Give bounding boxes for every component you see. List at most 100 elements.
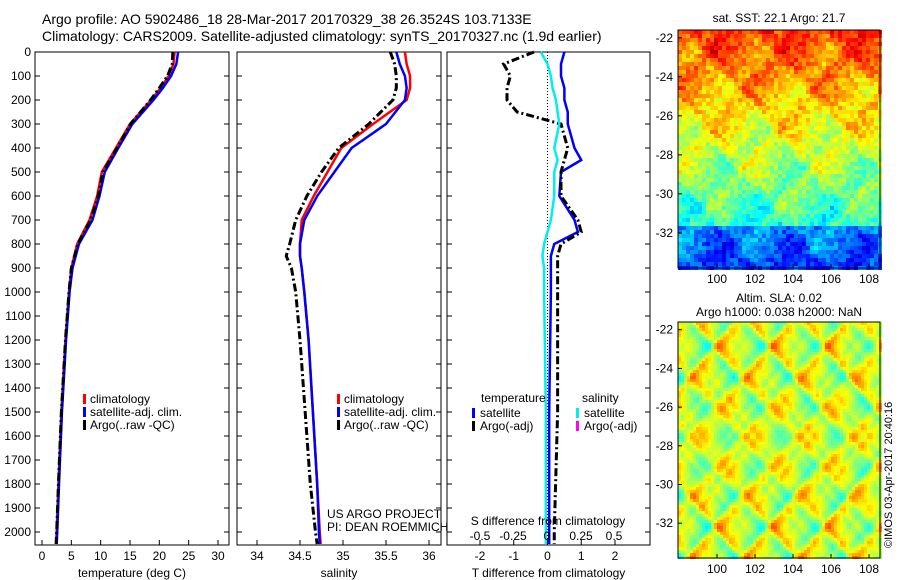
legend-label: Argo(-adj) <box>480 419 533 433</box>
x2-tick-label: 0 <box>544 529 551 543</box>
y-tick-label: 1500 <box>4 405 31 419</box>
title-line-1: Argo profile: AO 5902486_18 28-Mar-2017 … <box>42 11 532 27</box>
x-tick-label: 0 <box>544 549 551 563</box>
legend-swatch <box>337 420 340 430</box>
y-tick-label: 700 <box>11 213 31 227</box>
x-axis-label: temperature (deg C) <box>78 566 186 580</box>
map-cells-sla-map <box>678 322 882 559</box>
y-tick-label: 0 <box>24 45 31 59</box>
x-tick-label: 34 <box>250 549 264 563</box>
legend-header: temperature <box>481 391 546 405</box>
x-tick-label: 15 <box>123 549 137 563</box>
x-tick-label: 2 <box>612 549 619 563</box>
map-x-tick-label: 102 <box>745 562 765 576</box>
map-x-tick-label: 104 <box>783 562 803 576</box>
y-tick-label: 600 <box>11 189 31 203</box>
map-x-tick-label: 100 <box>707 562 727 576</box>
x-tick-label: 30 <box>211 549 225 563</box>
y-tick-label: 2000 <box>4 525 31 539</box>
legend-label: satellite <box>584 406 625 420</box>
x-tick-label: 34.5 <box>288 549 312 563</box>
y-tick-label: 1600 <box>4 429 31 443</box>
map-y-tick-label: -26 <box>656 109 674 123</box>
map-y-tick-label: -32 <box>656 516 674 530</box>
y-tick-label: 1400 <box>4 381 31 395</box>
x-tick-label: 25 <box>182 549 196 563</box>
y-tick-label: 1100 <box>5 309 31 323</box>
x-tick-label: 5 <box>68 549 75 563</box>
map-x-tick-label: 108 <box>859 562 879 576</box>
y-tick-label: 1800 <box>4 477 31 491</box>
x2-tick-label: -0.25 <box>499 529 527 543</box>
map-y-tick-label: -24 <box>656 70 674 84</box>
legend-label: satellite-adj. clim. <box>344 405 436 419</box>
series-line-argo-raw-qc- <box>284 51 398 545</box>
x2-axis-label: S difference from climatology <box>471 514 626 528</box>
series-line-argo-raw-qc- <box>54 51 175 545</box>
map-y-tick-label: -22 <box>656 323 674 337</box>
series-line-satellite-adj-clim- <box>55 51 180 545</box>
legend-label: satellite <box>480 406 521 420</box>
y-tick-label: 900 <box>11 261 31 275</box>
legend-swatch <box>83 420 86 430</box>
y-tick-label: 1900 <box>4 501 31 515</box>
y-tick-label: 1300 <box>4 357 31 371</box>
y-tick-label: 100 <box>11 69 31 83</box>
x-tick-label: 35 <box>336 549 350 563</box>
map-x-tick-label: 106 <box>821 562 841 576</box>
legend-swatch <box>337 394 340 404</box>
map-frame-sla-map <box>677 321 881 559</box>
series-line-t-satellite <box>547 51 583 544</box>
map-y-tick-label: -24 <box>656 361 674 375</box>
map-x-tick-label: 104 <box>783 272 803 286</box>
y-tick-label: 1700 <box>4 453 31 467</box>
map-x-tick-label: 106 <box>821 272 841 286</box>
series-line-t-argo-adj- <box>501 50 584 544</box>
legend-label: climatology <box>344 392 404 406</box>
y-tick-label: 400 <box>11 141 31 155</box>
x2-tick-label: -0.5 <box>470 529 491 543</box>
legend-label: Argo(..raw -QC) <box>90 418 175 432</box>
x-tick-label: -1 <box>508 549 519 563</box>
x2-tick-label: 0.25 <box>569 529 593 543</box>
x-axis-label: T difference from climatology <box>472 566 626 580</box>
map-title-sla-2: Argo h1000: 0.038 h2000: NaN <box>696 305 862 319</box>
legend-swatch <box>576 421 579 431</box>
legend-header: salinity <box>582 391 619 405</box>
project-line-2: PI: DEAN ROEMMICH <box>327 520 449 534</box>
map-title-sla-1: Altim. SLA: 0.02 <box>736 291 822 305</box>
legend-swatch <box>472 421 475 431</box>
x-tick-label: 20 <box>153 549 167 563</box>
legend-swatch <box>337 407 340 417</box>
x-axis-label: salinity <box>321 566 358 580</box>
map-y-tick-label: -30 <box>656 187 674 201</box>
legend-swatch <box>576 408 579 418</box>
map-x-tick-label: 100 <box>707 272 727 286</box>
x-tick-label: 0 <box>39 549 46 563</box>
map-y-tick-label: -28 <box>656 148 674 162</box>
legend-swatch <box>83 394 86 404</box>
y-tick-label: 800 <box>11 237 31 251</box>
legend-swatch <box>83 407 86 417</box>
y-tick-label: 200 <box>11 93 31 107</box>
project-line-1: US ARGO PROJECT <box>327 507 442 521</box>
map-x-tick-label: 108 <box>859 272 879 286</box>
map-x-tick-label: 102 <box>745 272 765 286</box>
map-cells-sst-map <box>678 30 882 270</box>
x-tick-label: 35.5 <box>374 549 398 563</box>
x-tick-label: 1 <box>578 549 585 563</box>
x-tick-label: 36 <box>422 549 436 563</box>
y-tick-label: 1000 <box>4 285 31 299</box>
map-title-sst: sat. SST: 22.1 Argo: 21.7 <box>713 11 846 25</box>
legend-label: satellite-adj. clim. <box>90 405 182 419</box>
x2-tick-label: 0.5 <box>606 529 623 543</box>
plot-frame-temperature <box>34 51 230 546</box>
map-y-tick-label: -28 <box>656 439 674 453</box>
legend-label: climatology <box>90 392 150 406</box>
y-tick-label: 1200 <box>4 333 31 347</box>
map-y-tick-label: -30 <box>656 477 674 491</box>
map-y-tick-label: -22 <box>656 31 674 45</box>
credit-text: ©IMOS 03-Apr-2017 20:40:16 <box>883 401 895 548</box>
